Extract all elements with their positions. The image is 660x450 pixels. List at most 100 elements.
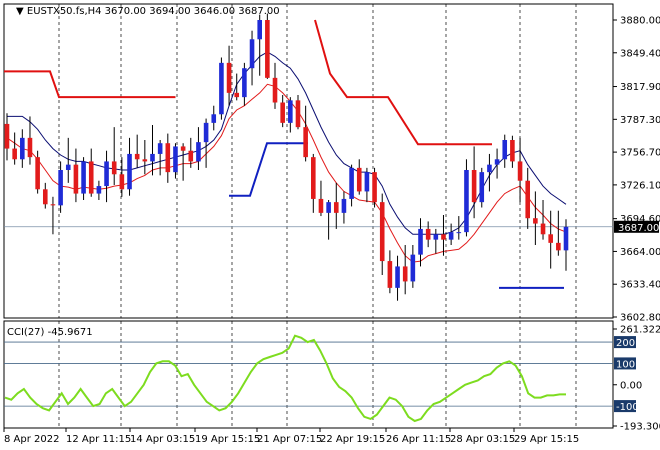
- candle-body: [272, 77, 278, 103]
- candle-body: [349, 167, 354, 199]
- candle-body: [410, 254, 416, 282]
- candle-body: [311, 157, 316, 199]
- candle-body: [265, 20, 270, 78]
- candle-body: [96, 186, 102, 194]
- candle-body: [456, 232, 462, 234]
- candle-body: [533, 218, 538, 224]
- price-tick-label: 3726.10: [620, 180, 660, 191]
- candle-body: [425, 228, 431, 240]
- candle-body: [119, 174, 125, 190]
- candle-body: [219, 62, 224, 115]
- cci-panel: [3, 320, 614, 429]
- candle-body: [372, 172, 377, 203]
- candle-body: [127, 153, 132, 190]
- cci-scale-label: 261.3227: [620, 325, 660, 336]
- candle-body: [58, 170, 63, 206]
- candle-body: [395, 266, 400, 288]
- time-tick-label: 29 Apr 15:15: [514, 434, 579, 445]
- candle-body: [556, 242, 561, 251]
- time-tick-label: 12 Apr 11:15: [66, 434, 131, 445]
- candle-body: [356, 167, 362, 192]
- cci-line: [4, 334, 566, 423]
- candle-body: [487, 164, 492, 173]
- candle-body: [88, 161, 94, 194]
- candle-body: [188, 150, 194, 162]
- candle-body: [479, 172, 485, 203]
- candle-body: [318, 198, 324, 213]
- candle-body: [211, 114, 217, 123]
- price-tick-label: 3880.00: [620, 16, 660, 27]
- cci-level-badge: [614, 357, 636, 370]
- cci-scale-label: 200: [616, 338, 635, 349]
- candle-body: [433, 234, 439, 240]
- price-tick-label: 3602.80: [620, 313, 660, 324]
- time-tick-label: 14 Apr 03:15: [130, 434, 195, 445]
- candle-body: [418, 228, 423, 255]
- candle-body: [249, 39, 255, 69]
- candle-body: [42, 189, 48, 205]
- candle-body: [510, 140, 515, 162]
- time-tick-label: 26 Apr 11:15: [386, 434, 451, 445]
- cci-scale-label: 0.00: [620, 380, 642, 391]
- axes: 3880.00 3849.40 3817.90 3787.30 3756.70 3726.…: [3, 16, 660, 445]
- candle-body: [471, 170, 477, 203]
- candle-body: [448, 232, 454, 240]
- time-tick-label: 19 Apr 15:15: [195, 434, 260, 445]
- candle-body: [50, 204, 56, 206]
- price-tick-label: 3849.40: [620, 48, 660, 59]
- candle-body: [257, 20, 262, 40]
- candle-body: [502, 140, 508, 160]
- candle-body: [563, 226, 569, 251]
- candle-body: [73, 164, 79, 194]
- price-tick-label: 3817.90: [620, 82, 660, 93]
- cci-level-badge: [614, 336, 636, 349]
- candle-body: [104, 161, 109, 187]
- symbol-header: ▼ EUSTX50.fs,H4 3670.00 3694.00 3646.00 …: [16, 6, 280, 17]
- candle-body: [464, 170, 469, 233]
- candle-body: [525, 180, 531, 219]
- price-tick-label: 3756.70: [620, 148, 660, 159]
- price-panel-frame: [3, 3, 614, 319]
- candle-body: [142, 159, 148, 162]
- price-tick-label: 3787.30: [620, 115, 660, 126]
- candle-body: [111, 161, 117, 175]
- candle-body: [12, 148, 17, 160]
- cci-scale-label: -193.3005: [620, 422, 660, 433]
- time-tick-label: 21 Apr 07:15: [257, 434, 322, 445]
- candle-body: [165, 143, 171, 173]
- candle-body: [20, 137, 25, 160]
- candle-body: [303, 127, 308, 158]
- candle-body: [494, 159, 500, 165]
- candle-body: [540, 223, 546, 235]
- price-panel: [3, 3, 614, 319]
- candle-body: [203, 122, 209, 143]
- time-tick-label: 8 Apr 2022: [4, 434, 59, 445]
- support-line-segment: [229, 142, 308, 197]
- candle-body: [226, 62, 232, 93]
- candle-body: [134, 153, 140, 160]
- cci-scale-label: 100: [616, 359, 635, 370]
- candle-body: [196, 142, 201, 162]
- candle-body: [517, 161, 523, 181]
- candle-body: [81, 161, 86, 194]
- candle-body: [402, 266, 408, 282]
- ma-slow-line: [7, 51, 567, 235]
- cci-panel-frame: [3, 320, 614, 429]
- price-tick-label: 3664.00: [620, 247, 660, 258]
- step-line-segment: [314, 19, 492, 146]
- candle-body: [27, 137, 33, 158]
- candle-body: [65, 164, 71, 170]
- time-tick-label: 28 Apr 03:15: [450, 434, 515, 445]
- candle-body: [173, 146, 178, 173]
- cci-indicator-label: CCI(27) -45.9671: [7, 327, 93, 338]
- time-tick-label: 22 Apr 19:15: [320, 434, 385, 445]
- cci-level-badge: [614, 400, 636, 413]
- candle-body: [379, 202, 385, 262]
- current-price-label: 3687.00: [618, 223, 659, 234]
- step-line-segment: [4, 70, 176, 99]
- candle-body: [341, 198, 347, 213]
- candle-body: [295, 100, 301, 128]
- current-price-badge: [614, 220, 659, 233]
- candle-body: [288, 100, 293, 123]
